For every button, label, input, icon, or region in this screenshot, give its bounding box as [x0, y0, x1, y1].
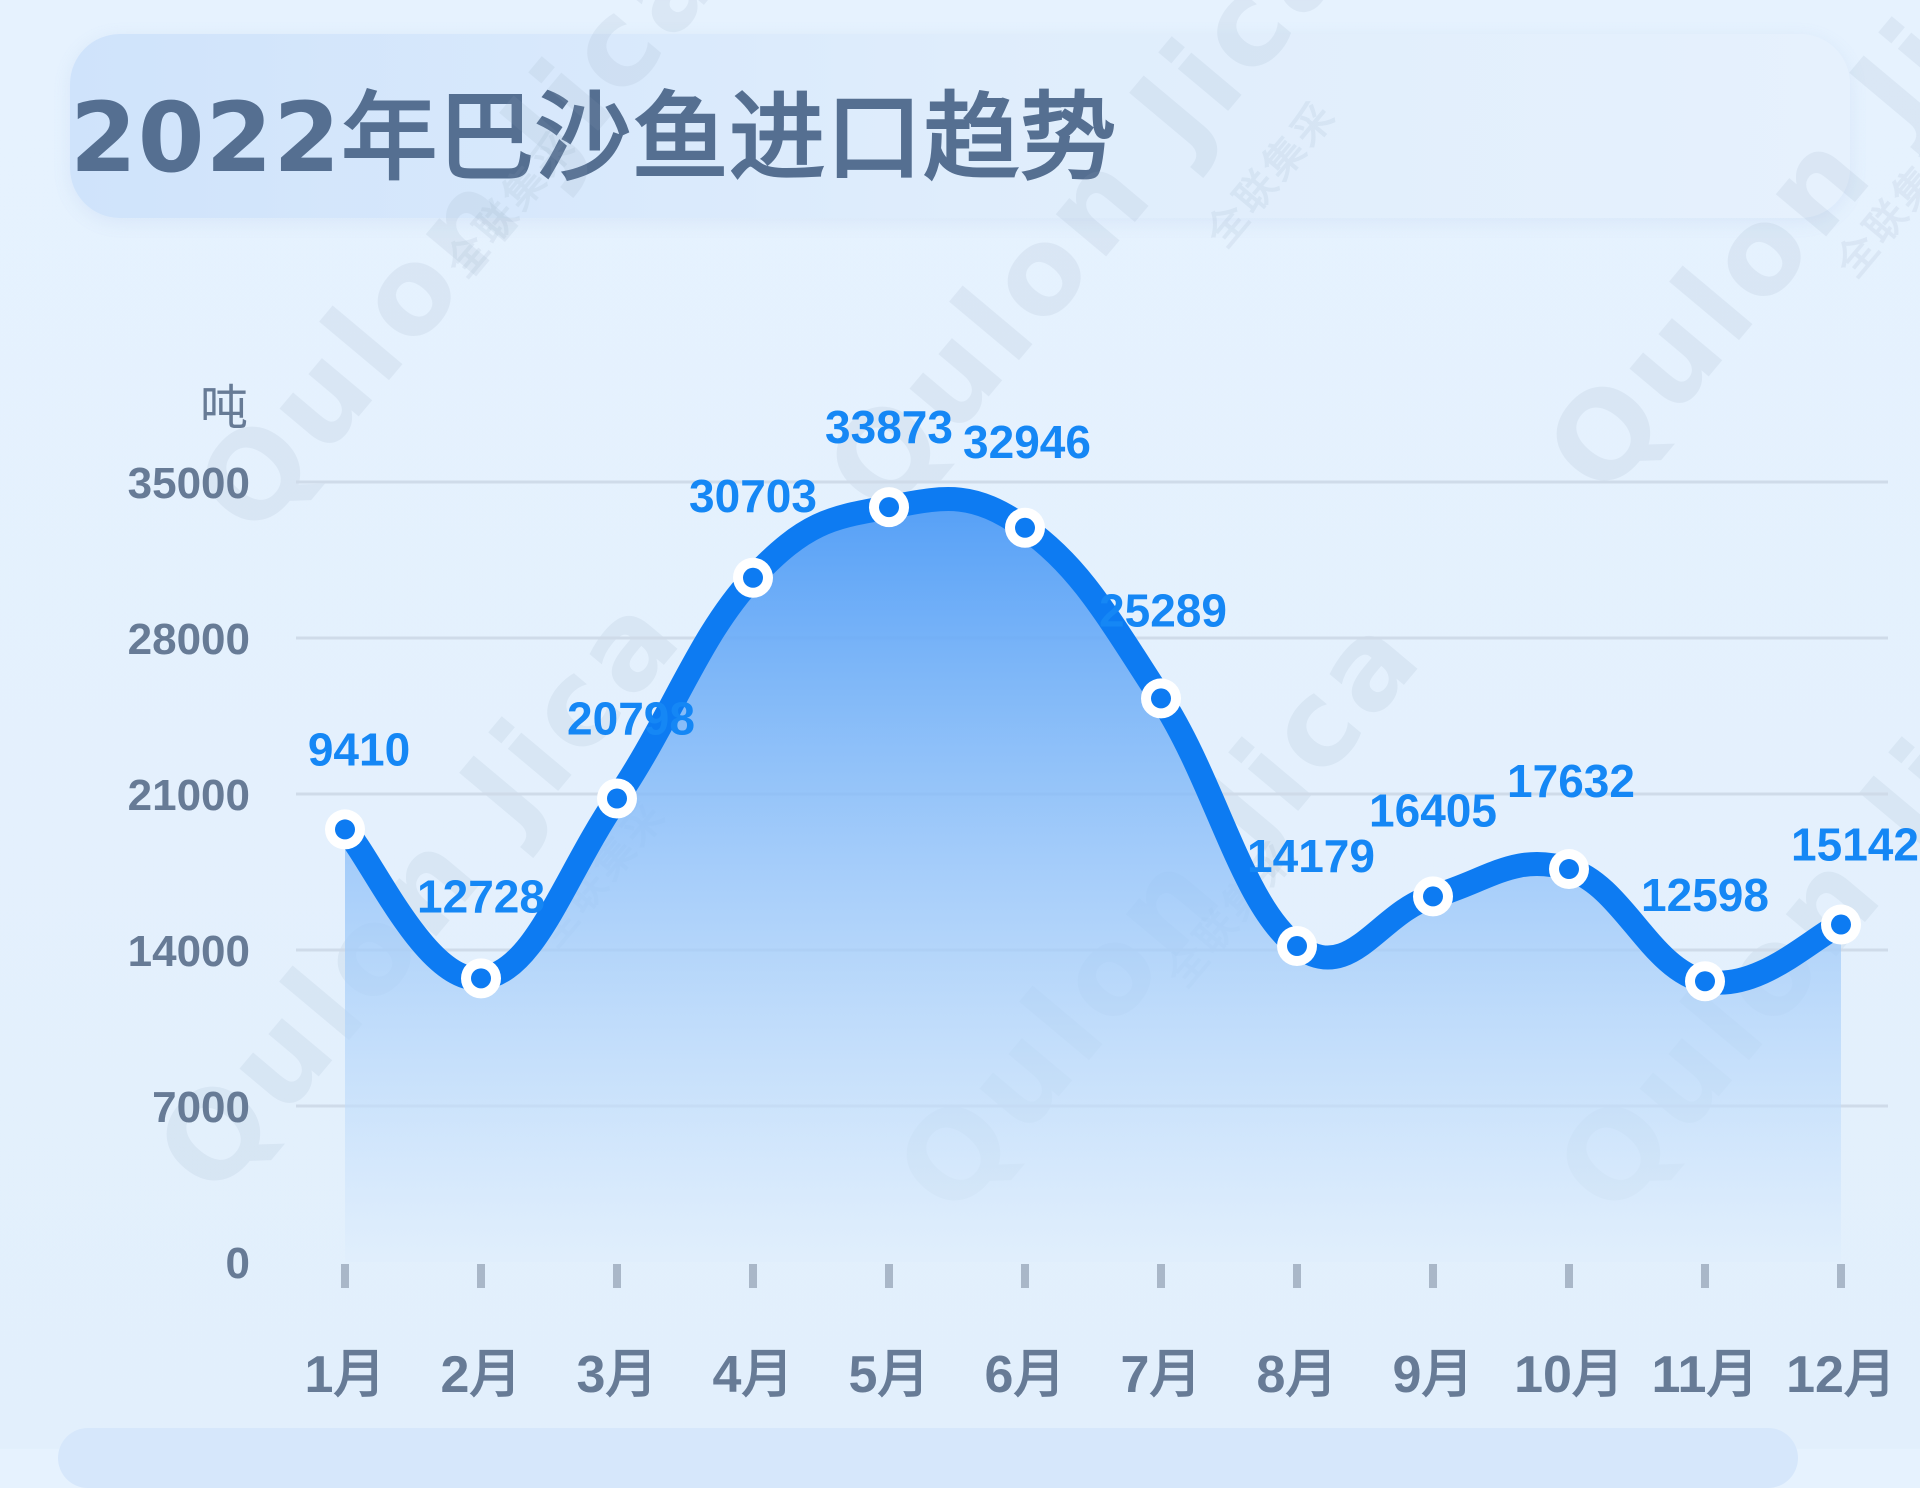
x-tick-label: 11月: [1652, 1346, 1759, 1404]
y-tick-label: 0: [226, 1239, 250, 1288]
data-point-center: [879, 497, 899, 518]
data-point-center: [335, 819, 355, 840]
data-label: 12728: [417, 870, 545, 922]
x-tick-label: 8月: [1257, 1346, 1338, 1404]
data-point-center: [1287, 936, 1307, 957]
y-tick-label: 21000: [128, 771, 250, 820]
data-point-center: [1695, 971, 1715, 992]
data-label: 17632: [1507, 755, 1635, 807]
x-tick-label: 1月: [305, 1346, 386, 1404]
x-tick-label: 6月: [985, 1346, 1066, 1404]
x-tick-label: 9月: [1393, 1346, 1474, 1404]
data-label: 12598: [1641, 869, 1769, 921]
x-tick-label: 2月: [441, 1346, 522, 1404]
data-point-center: [1423, 886, 1443, 907]
line-chart: 0 7000 14000 21000 28000 35000 1月 2月 3月 4月 5月 6月 7月…: [128, 380, 1919, 1404]
x-tick-label: 12月: [1786, 1346, 1896, 1404]
x-tick-label: 5月: [849, 1346, 930, 1404]
data-point-center: [1831, 914, 1851, 935]
data-label: 9410: [308, 723, 410, 775]
data-label: 25289: [1099, 584, 1227, 636]
data-point-center: [1559, 859, 1579, 880]
data-point-center: [607, 788, 627, 809]
x-tick-label: 7月: [1121, 1346, 1202, 1404]
data-label: 20798: [567, 693, 695, 745]
data-point-center: [1151, 688, 1171, 709]
data-label: 16405: [1369, 784, 1497, 836]
y-tick-label: 14000: [128, 927, 250, 976]
x-tick-label: 10月: [1514, 1346, 1624, 1404]
y-tick-label: 35000: [128, 459, 250, 508]
data-label: 32946: [963, 416, 1091, 468]
y-tick-label: 7000: [152, 1083, 250, 1132]
data-point-center: [1015, 517, 1035, 538]
chart-title: 2022年巴沙鱼进口趋势: [70, 82, 1118, 194]
data-label: 33873: [825, 401, 953, 453]
data-label: 30703: [689, 470, 817, 522]
data-point-center: [743, 567, 763, 588]
y-tick-label: 28000: [128, 615, 250, 664]
y-axis-unit-label: 吨: [200, 380, 248, 436]
data-label: 14179: [1247, 830, 1375, 882]
area-fill: [345, 499, 1841, 1262]
data-label: 15142: [1791, 819, 1919, 871]
x-tick-label: 3月: [577, 1346, 658, 1404]
data-point-center: [471, 968, 491, 989]
title-card: [70, 34, 1850, 218]
x-tick-label: 4月: [713, 1346, 794, 1404]
